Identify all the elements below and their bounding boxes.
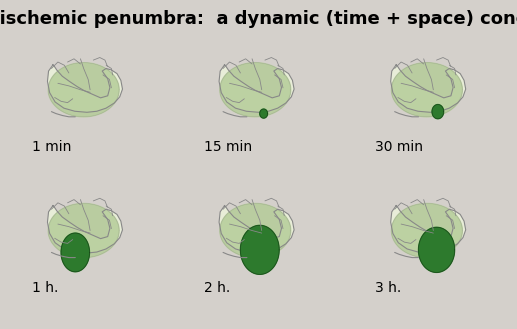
Text: 3 h.: 3 h. bbox=[375, 281, 402, 295]
Polygon shape bbox=[219, 65, 294, 112]
Polygon shape bbox=[48, 63, 119, 117]
Polygon shape bbox=[260, 109, 267, 118]
Polygon shape bbox=[61, 233, 89, 272]
Polygon shape bbox=[220, 63, 291, 117]
Polygon shape bbox=[391, 203, 462, 258]
Text: 2 h.: 2 h. bbox=[204, 281, 230, 295]
Polygon shape bbox=[48, 65, 123, 112]
Text: 1 h.: 1 h. bbox=[32, 281, 58, 295]
Polygon shape bbox=[391, 65, 466, 112]
Polygon shape bbox=[391, 206, 466, 253]
Text: 1 min: 1 min bbox=[32, 140, 71, 154]
Text: 30 min: 30 min bbox=[375, 140, 423, 154]
Polygon shape bbox=[391, 63, 462, 117]
Text: The ischemic penumbra:  a dynamic (time + space) concept: The ischemic penumbra: a dynamic (time +… bbox=[0, 10, 517, 28]
Polygon shape bbox=[219, 206, 294, 253]
Polygon shape bbox=[48, 203, 119, 258]
Polygon shape bbox=[220, 203, 291, 258]
Text: 15 min: 15 min bbox=[204, 140, 252, 154]
Polygon shape bbox=[432, 105, 444, 119]
Polygon shape bbox=[419, 227, 454, 272]
Polygon shape bbox=[48, 206, 123, 253]
Polygon shape bbox=[240, 225, 279, 274]
